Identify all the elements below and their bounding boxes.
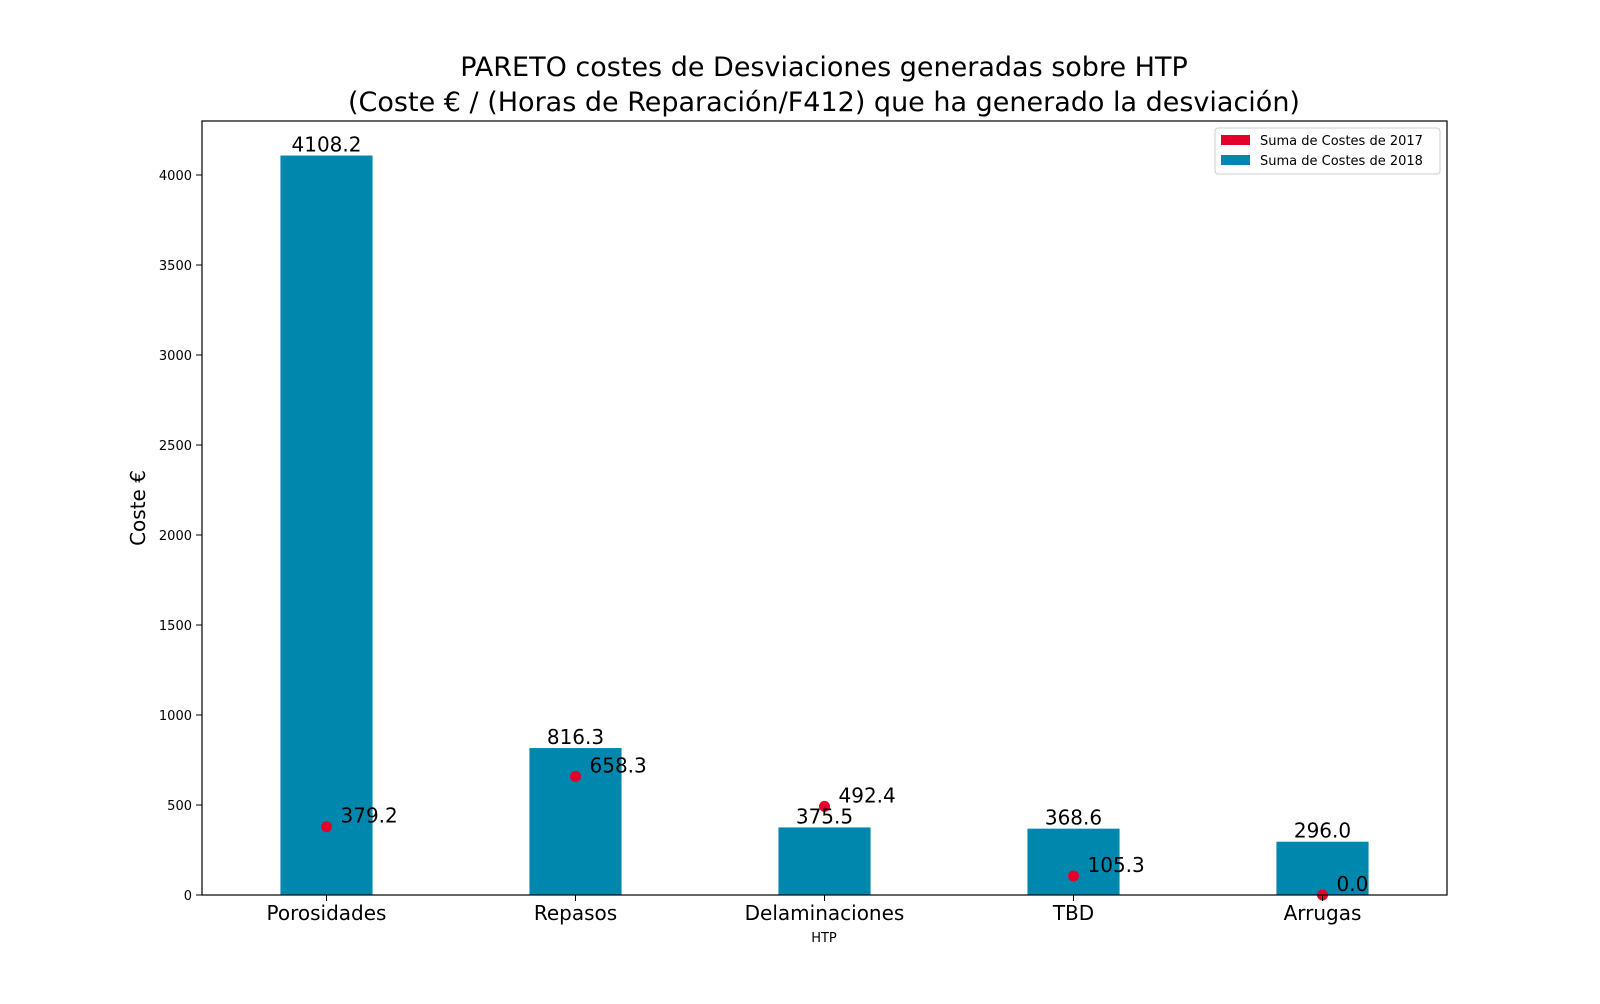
point-porosidades — [321, 821, 332, 833]
x-axis-label: HTP — [811, 931, 837, 946]
legend-box — [1214, 127, 1441, 175]
legend-swatch — [1221, 155, 1250, 165]
y-tick-label: 4000 — [159, 169, 192, 184]
bar-value-label: 296.0 — [1294, 819, 1351, 843]
chart-title-line1: PARETO costes de Desviaciones generadas … — [460, 52, 1187, 83]
legend-label: Suma de Costes de 2018 — [1260, 154, 1423, 169]
bars-layer — [280, 155, 1369, 896]
point-value-label: 492.4 — [839, 783, 896, 807]
point-delaminaciones — [819, 800, 830, 812]
point-tbd — [1068, 870, 1079, 882]
y-tick-label: 2500 — [159, 439, 192, 454]
point-value-label: 0.0 — [1337, 872, 1369, 896]
bar-value-label: 375.5 — [796, 804, 853, 828]
bar-arrugas — [1276, 841, 1369, 895]
y-tick-label: 500 — [167, 799, 192, 814]
bar-delaminaciones — [778, 827, 871, 895]
plot-frame — [201, 120, 1448, 896]
point-value-label: 658.3 — [590, 754, 647, 778]
bar-value-label: 816.3 — [547, 725, 604, 749]
x-tick-label: Porosidades — [267, 901, 387, 925]
x-tick-label: TBD — [1052, 901, 1094, 925]
point-repasos — [570, 771, 581, 783]
y-tick-label: 3000 — [159, 349, 192, 364]
chart-title-line2: (Coste € / (Horas de Reparación/F412) qu… — [348, 87, 1300, 118]
x-tick-label: Delaminaciones — [745, 901, 905, 925]
y-tick-label: 1000 — [159, 709, 192, 724]
x-axis: Porosidades Repasos Delaminaciones TBD Arrug… — [267, 895, 1362, 925]
chart-title: PARETO costes de Desviaciones generadas … — [348, 52, 1300, 118]
bar-value-label: 4108.2 — [292, 133, 362, 157]
legend: Suma de Costes de 2017 Suma de Costes de … — [1214, 127, 1441, 175]
point-value-label: 105.3 — [1088, 853, 1145, 877]
bar-value-label: 368.6 — [1045, 806, 1102, 830]
y-tick-label: 3500 — [159, 259, 192, 274]
bar-tbd — [1027, 828, 1120, 895]
y-axis-label: Coste € — [126, 470, 150, 546]
y-tick-label: 2000 — [159, 529, 192, 544]
points-layer — [321, 771, 1328, 901]
x-tick-label: Arrugas — [1284, 901, 1362, 925]
y-axis: 0 500 1000 1500 2000 2500 3000 3500 4000 — [159, 169, 202, 904]
y-tick-label: 1500 — [159, 619, 192, 634]
legend-label: Suma de Costes de 2017 — [1260, 134, 1423, 149]
data-labels-layer: 4108.2 816.3 375.5 368.6 296.0 379.2 658.3 492.… — [292, 133, 1369, 896]
x-tick-label: Repasos — [534, 901, 617, 925]
y-tick-label: 0 — [184, 889, 192, 904]
bar-porosidades — [280, 155, 373, 896]
point-value-label: 379.2 — [341, 804, 398, 828]
legend-swatch — [1221, 135, 1250, 145]
